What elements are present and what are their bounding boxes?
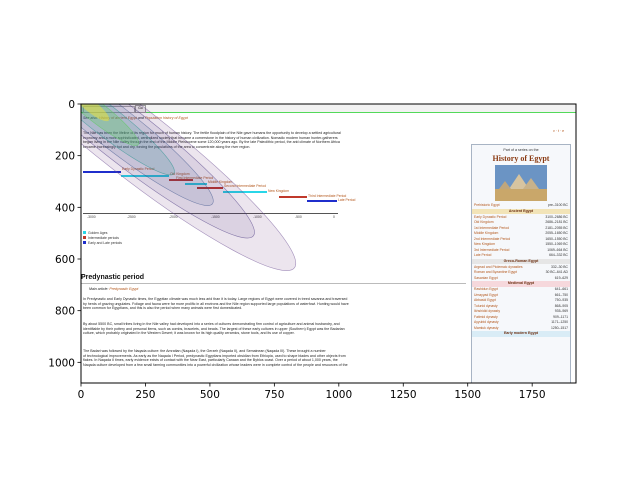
y-tick-label: 800 — [55, 306, 75, 318]
y-tick-label: 400 — [55, 202, 75, 214]
y-tick-label: 200 — [55, 151, 75, 163]
x-tick-label: 0 — [78, 389, 85, 401]
screenshot-background: Go See also: History of ancient Egypt an… — [81, 104, 576, 383]
x-tick-label: 1000 — [325, 389, 352, 401]
y-tick-label: 1000 — [48, 357, 75, 369]
x-tick-label: 1250 — [390, 389, 417, 401]
x-tick-label: 1500 — [454, 389, 481, 401]
x-tick-label: 1750 — [519, 389, 546, 401]
y-tick-label: 600 — [55, 254, 75, 266]
y-tick-label: 0 — [68, 99, 75, 111]
x-tick-label: 500 — [200, 389, 220, 401]
x-tick-label: 750 — [264, 389, 284, 401]
x-tick-label: 250 — [135, 389, 155, 401]
density-contour-overlay — [81, 104, 297, 271]
